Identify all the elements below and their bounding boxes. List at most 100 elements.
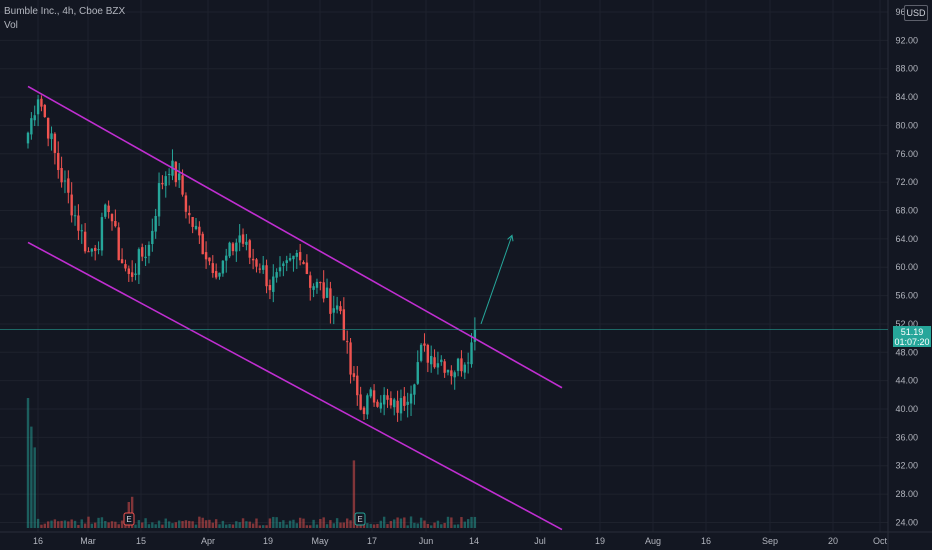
candle-body: [235, 242, 238, 252]
candle-body: [359, 394, 362, 410]
price-tick-label: 24.00: [895, 517, 918, 527]
candle-body: [278, 267, 282, 272]
candle-body: [174, 161, 178, 183]
candle-body: [97, 249, 100, 251]
volume-bar: [450, 517, 453, 528]
candle-body: [188, 212, 191, 216]
price-tick-label: 32.00: [895, 461, 918, 471]
candle-body: [386, 395, 389, 400]
volume-bar: [396, 517, 399, 528]
symbol-title[interactable]: Bumble Inc., 4h, Cboe BZX: [4, 6, 126, 17]
time-tick-label: Mar: [80, 536, 96, 546]
drawing-layer[interactable]: [0, 85, 888, 531]
volume-bar: [161, 524, 164, 528]
volume-bar: [201, 517, 204, 528]
volume-bar: [423, 520, 426, 528]
candle-body: [124, 264, 127, 269]
candle-body: [349, 342, 352, 375]
volume-bar: [174, 522, 178, 528]
volume-bar: [144, 518, 147, 528]
candle-body: [141, 247, 144, 257]
volume-bar: [57, 521, 60, 528]
volume-bar: [198, 516, 201, 528]
volume-bar: [312, 519, 315, 528]
time-tick-label: Sep: [762, 536, 778, 546]
candle-body: [446, 369, 450, 373]
volume-bar: [211, 522, 214, 528]
candle-body: [201, 233, 204, 255]
candle-body: [245, 241, 248, 245]
volume-bar: [147, 524, 151, 528]
earnings-marker[interactable]: E: [123, 512, 135, 526]
candle-body: [77, 215, 80, 231]
candle-body: [100, 217, 104, 251]
price-tick-label: 84.00: [895, 92, 918, 102]
volume-bar: [426, 523, 430, 528]
volume-bar: [73, 520, 77, 528]
volume-bar: [376, 523, 379, 528]
candle-body: [453, 372, 456, 378]
channel-lower-line[interactable]: [27, 241, 563, 531]
candle-body: [26, 132, 30, 144]
volume-bar: [470, 516, 473, 528]
candle-body: [292, 255, 295, 260]
candle-body: [443, 361, 446, 373]
candle-body: [167, 173, 171, 175]
candle-body: [57, 152, 60, 170]
candle-body: [225, 255, 228, 261]
price-tick-label: 88.00: [895, 64, 918, 74]
projection-arrowhead: [507, 234, 514, 242]
volume-bar: [245, 521, 248, 528]
candle-body: [251, 258, 255, 261]
time-tick-label: 19: [263, 536, 273, 546]
volume-bar: [164, 518, 167, 528]
candle-body: [366, 395, 369, 415]
currency-badge[interactable]: USD: [904, 5, 928, 21]
volume-bar: [40, 524, 43, 528]
volume-bar: [430, 525, 433, 528]
candle-body: [134, 273, 137, 276]
candle-body: [463, 364, 466, 373]
channel-upper-line[interactable]: [27, 85, 563, 389]
volume-bar: [141, 522, 144, 528]
volume-bar: [188, 520, 191, 528]
volume-bar: [332, 523, 335, 528]
candle-body: [53, 133, 57, 153]
time-tick-label: 20: [828, 536, 838, 546]
earnings-marker-box: [354, 512, 366, 526]
candle-body: [117, 227, 120, 261]
candle-body: [46, 117, 50, 139]
time-axis[interactable]: 16 Mar 15 Apr 19 May 17 Jun 14 Jul 19 Aug 16 Sep 20 Oct: [33, 536, 888, 546]
volume-bar: [288, 520, 292, 528]
volume-bar: [225, 524, 228, 528]
volume-bar: [389, 521, 393, 528]
volume-bar: [70, 519, 73, 528]
volume-bar: [218, 524, 221, 528]
candle-body: [275, 272, 278, 278]
volume-bar: [466, 519, 470, 528]
price-axis[interactable]: 24.00 28.00 32.00 36.00 40.00 44.00 48.00 52.00…: [895, 7, 918, 527]
candle-body: [372, 390, 376, 403]
volume-bar: [443, 522, 446, 528]
candle-body: [315, 281, 319, 288]
projection-arrow[interactable]: [480, 235, 513, 325]
volume-indicator-label[interactable]: Vol: [4, 20, 18, 31]
candle-body: [36, 99, 40, 115]
volume-bar: [83, 523, 87, 528]
volume-bar: [238, 522, 241, 528]
price-tick-label: 48.00: [895, 347, 918, 357]
volume-bar: [214, 519, 218, 528]
candle-body: [137, 249, 141, 275]
earnings-marker[interactable]: E: [354, 512, 366, 526]
time-tick-label: May: [311, 536, 329, 546]
candle-body: [376, 401, 379, 407]
volume-bar: [94, 522, 97, 528]
volume-bar: [329, 520, 332, 528]
candle-body: [335, 305, 339, 310]
candle-body: [120, 259, 124, 264]
volume-bar: [87, 516, 90, 528]
